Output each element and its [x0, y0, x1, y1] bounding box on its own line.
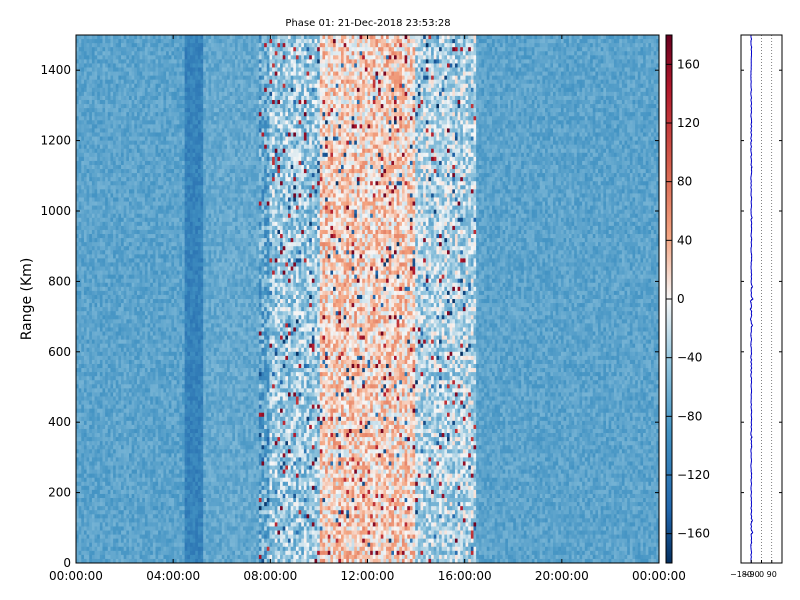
chart-title: Phase 01: 21-Dec-2018 23:53:28: [285, 18, 450, 29]
y-axis-label: Range (Km): [19, 258, 35, 341]
figure: Phase 01: 21-Dec-2018 23:53:28 Range (Km…: [0, 0, 800, 600]
heatmap-plot-area: [76, 35, 660, 564]
